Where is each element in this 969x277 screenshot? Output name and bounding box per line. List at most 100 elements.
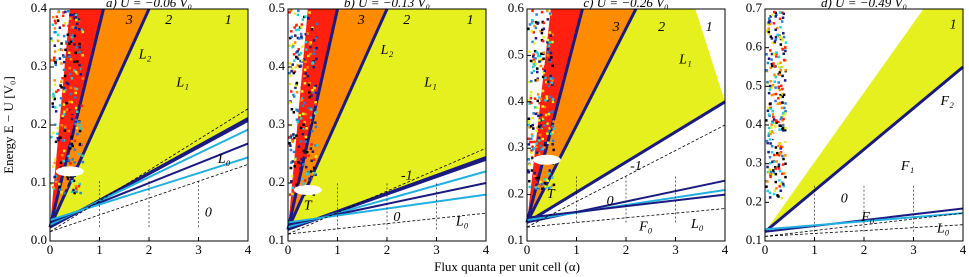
noise bbox=[551, 184, 554, 188]
noise bbox=[299, 59, 302, 63]
noise bbox=[782, 157, 785, 161]
noise bbox=[544, 185, 547, 188]
noise bbox=[547, 84, 550, 88]
noise bbox=[534, 112, 538, 116]
noise bbox=[549, 77, 553, 80]
noise bbox=[312, 166, 316, 170]
gap bbox=[770, 131, 799, 142]
x-tick-label: 1 bbox=[334, 242, 341, 257]
noise bbox=[63, 129, 67, 132]
noise bbox=[768, 191, 772, 195]
noise bbox=[767, 32, 771, 35]
annotation: F₂ bbox=[939, 94, 954, 109]
noise bbox=[69, 92, 73, 96]
noise bbox=[783, 79, 787, 82]
noise bbox=[541, 89, 545, 93]
noise bbox=[301, 45, 304, 48]
noise bbox=[308, 95, 311, 99]
noise bbox=[774, 167, 778, 170]
noise bbox=[303, 179, 307, 182]
noise bbox=[51, 23, 55, 27]
y-tick-label: 0.1 bbox=[269, 232, 285, 247]
noise bbox=[783, 112, 787, 115]
noise bbox=[57, 138, 60, 142]
noise bbox=[69, 110, 73, 113]
noise bbox=[546, 122, 549, 125]
x-tick-label: 3 bbox=[910, 242, 917, 257]
noise bbox=[67, 10, 70, 13]
noise bbox=[770, 130, 774, 134]
noise bbox=[770, 52, 774, 56]
annotation: 3 bbox=[357, 13, 365, 28]
noise bbox=[777, 167, 781, 170]
noise bbox=[542, 71, 545, 74]
noise bbox=[291, 43, 295, 46]
x-tick-label: 2 bbox=[861, 242, 868, 257]
noise bbox=[50, 135, 53, 139]
noise bbox=[530, 71, 534, 75]
noise bbox=[767, 21, 770, 24]
annotation: 1 bbox=[950, 17, 957, 32]
noise bbox=[299, 167, 302, 170]
noise bbox=[63, 192, 66, 195]
noise bbox=[78, 124, 81, 127]
noise bbox=[312, 93, 315, 96]
noise bbox=[299, 140, 303, 143]
noise bbox=[61, 114, 64, 118]
noise bbox=[296, 57, 300, 60]
noise bbox=[780, 116, 783, 119]
noise bbox=[76, 60, 79, 63]
noise bbox=[291, 45, 294, 49]
noise bbox=[778, 128, 781, 131]
noise bbox=[538, 101, 541, 105]
noise bbox=[78, 42, 81, 46]
noise bbox=[549, 185, 552, 189]
noise bbox=[775, 51, 778, 54]
noise bbox=[766, 170, 770, 174]
noise bbox=[775, 187, 778, 190]
noise bbox=[538, 184, 541, 188]
noise bbox=[542, 21, 546, 25]
noise bbox=[533, 140, 536, 144]
noise bbox=[297, 28, 300, 31]
noise bbox=[310, 94, 313, 97]
noise bbox=[311, 79, 314, 82]
noise bbox=[61, 154, 64, 157]
noise bbox=[547, 172, 551, 176]
noise bbox=[303, 81, 307, 85]
noise bbox=[782, 58, 786, 62]
noise bbox=[60, 86, 63, 89]
noise bbox=[60, 42, 63, 45]
panel: 0 1 2 3 4 0.1 0.2 0.3 0.4 0.5 0.6 c) U = −0.26 V₀ 3 2… bbox=[508, 0, 729, 257]
noise bbox=[303, 109, 306, 112]
noise bbox=[782, 172, 786, 175]
noise bbox=[80, 28, 83, 32]
noise bbox=[535, 51, 539, 54]
noise bbox=[542, 36, 545, 39]
x-tick-label: 2 bbox=[384, 242, 391, 257]
noise bbox=[783, 128, 787, 132]
x-axis-label: Flux quanta per unit cell (α) bbox=[434, 259, 580, 274]
noise bbox=[67, 159, 71, 162]
noise bbox=[302, 123, 305, 126]
noise bbox=[773, 73, 776, 77]
noise bbox=[56, 127, 60, 130]
noise bbox=[310, 177, 313, 180]
noise bbox=[772, 118, 776, 121]
noise bbox=[543, 181, 547, 185]
noise bbox=[75, 87, 79, 91]
y-tick-label: 0.2 bbox=[269, 174, 285, 189]
noise bbox=[66, 33, 70, 36]
noise bbox=[62, 11, 65, 14]
noise bbox=[528, 126, 531, 129]
panel-title: a) U = −0.06 V₀ bbox=[106, 0, 192, 10]
noise bbox=[546, 179, 550, 183]
noise bbox=[288, 71, 291, 75]
noise bbox=[289, 36, 292, 40]
noise bbox=[58, 188, 62, 192]
noise bbox=[310, 173, 314, 176]
noise bbox=[300, 58, 304, 62]
noise bbox=[532, 112, 535, 115]
noise bbox=[294, 84, 297, 87]
noise bbox=[776, 144, 780, 148]
